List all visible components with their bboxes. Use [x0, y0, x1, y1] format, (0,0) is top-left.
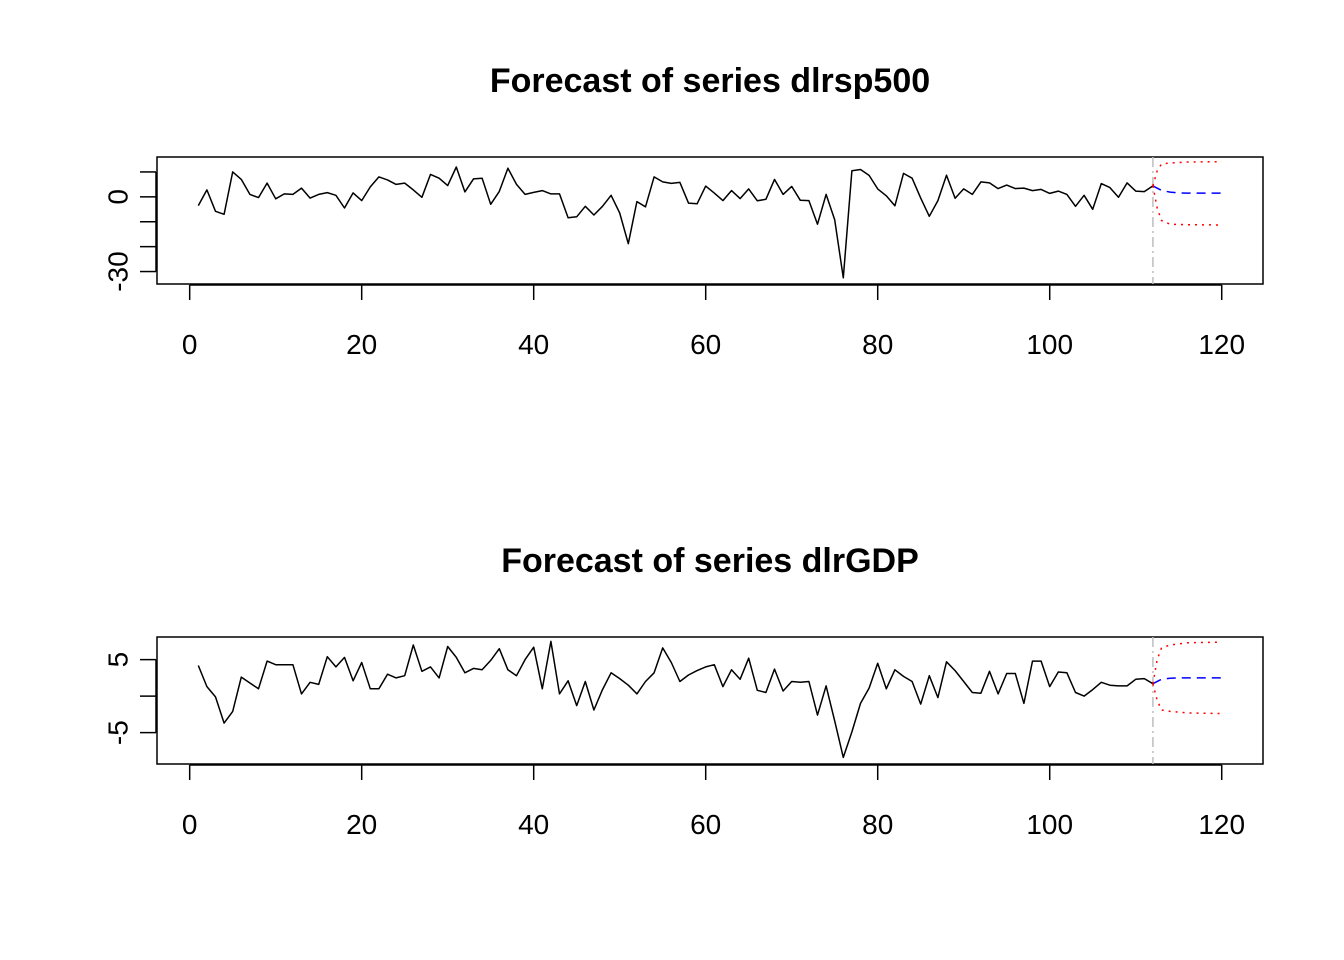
x-tick-label: 100: [1026, 809, 1073, 840]
upper-interval-line: [1152, 160, 1222, 187]
y-tick-label: -5: [103, 720, 134, 745]
plot-frame: [156, 636, 1264, 765]
x-tick-label: 80: [862, 809, 893, 840]
x-tick-label: 20: [346, 329, 377, 360]
x-tick-label: 0: [182, 809, 198, 840]
forecast-line: [1152, 185, 1222, 194]
x-tick-label: 0: [182, 329, 198, 360]
x-tick-label: 120: [1198, 329, 1245, 360]
chart-title: Forecast of series dlrGDP: [501, 542, 919, 580]
x-tick-label: 60: [690, 329, 721, 360]
lower-interval-line: [1152, 185, 1222, 226]
x-tick-label: 60: [690, 809, 721, 840]
history-line: [197, 640, 1154, 759]
x-tick-label: 80: [862, 329, 893, 360]
x-tick-label: 100: [1026, 329, 1073, 360]
x-tick-label: 40: [518, 329, 549, 360]
x-tick-label: 120: [1198, 809, 1245, 840]
history-line: [197, 166, 1154, 279]
y-tick-label: 5: [103, 652, 134, 668]
plot-layer: 0 20 40 60 80 100 120 -5 5: [103, 637, 1245, 840]
chart-panel-dlrsp500: Forecast of series dlrsp500 0 20 40 60 80 100…: [103, 62, 1264, 360]
x-tick-label: 40: [518, 809, 549, 840]
lower-interval-line: [1152, 683, 1222, 715]
plot-layer: 0 20 40 60 80 100 120 -30 0: [103, 157, 1245, 360]
forecast-line: [1152, 677, 1222, 685]
chart-panel-dlrgdp: Forecast of series dlrGDP 0 20 40 60 80 100 12…: [103, 542, 1264, 840]
x-tick-label: 20: [346, 809, 377, 840]
chart-title: Forecast of series dlrsp500: [490, 62, 930, 100]
y-tick-label: 0: [103, 189, 134, 205]
y-tick-label: -30: [103, 251, 134, 291]
plot-frame: [156, 156, 1264, 285]
